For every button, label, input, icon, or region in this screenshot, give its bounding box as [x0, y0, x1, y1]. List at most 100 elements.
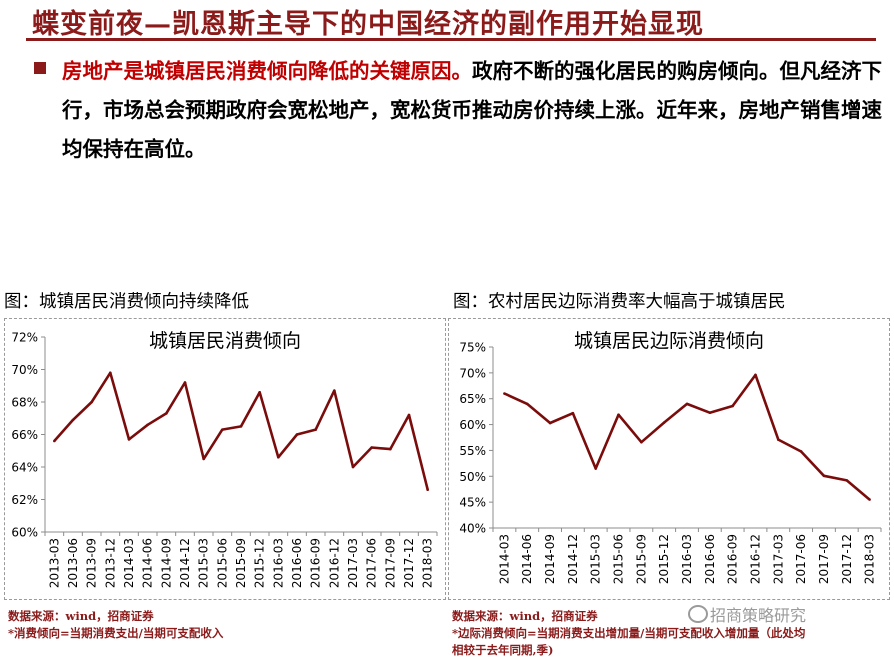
data-point [333, 389, 336, 392]
title-rule [26, 38, 876, 41]
data-point [822, 474, 826, 478]
data-point [221, 428, 224, 431]
x-tick-label: 2017-09 [383, 538, 397, 588]
data-point [708, 411, 712, 414]
x-tick-label: 2016-09 [726, 534, 740, 584]
data-point [239, 425, 243, 428]
y-tick-label: 70% [459, 366, 486, 380]
note-line: 数据来源：wind，招商证券 [8, 609, 154, 623]
data-point [295, 433, 299, 436]
data-point [370, 446, 373, 449]
data-point [314, 428, 317, 431]
source-note-right: 数据来源：wind，招商证券 *边际消费倾向=当期消费支出增加量/当期可支配收入… [452, 608, 805, 659]
body-paragraph: 房地产是城镇居民消费倾向降低的关键原因。政府不断的强化居民的购房倾向。但凡经济下… [62, 52, 882, 169]
y-tick-label: 40% [459, 522, 486, 536]
data-point [202, 457, 205, 461]
data-point [165, 412, 168, 415]
x-tick-label: 2016-12 [327, 538, 341, 588]
x-tick-label: 2017-12 [840, 534, 854, 584]
data-point [127, 438, 131, 441]
chart-marginal-propensity: 城镇居民边际消费倾向 40% 45% 50% 55% 60% 65% 70% 75% 2014-0… [459, 330, 882, 584]
y-tick-label: 68% [11, 396, 38, 410]
data-point [351, 465, 355, 469]
watermark: 招商策略研究 [710, 606, 807, 625]
y-tick-label: 64% [11, 461, 38, 475]
x-tick-label: 2014-03 [122, 538, 136, 588]
data-point [685, 402, 689, 406]
data-point [258, 390, 261, 394]
figure-caption-right: 图：农村居民边际消费率大幅高于城镇居民 [453, 292, 786, 312]
x-tick-label: 2013-12 [103, 538, 117, 588]
x-tick-label: 2016-06 [290, 538, 304, 588]
x-tick-label: 2014-06 [520, 534, 534, 584]
data-point [407, 413, 411, 417]
data-point [731, 404, 734, 408]
data-point [868, 498, 871, 501]
source-note-left: 数据来源：wind，招商证券 *消费倾向=当期消费支出/当期可支配收入 [8, 608, 223, 642]
x-tick-label: 2015-03 [589, 534, 603, 584]
x-tick-label: 2016-06 [703, 534, 717, 584]
chart-urban-propensity: 城镇居民消费倾向 60% 62% 64% 66% 68% 70% 72% 2013-03 2013… [11, 330, 438, 588]
x-tick-label: 2013-03 [47, 538, 61, 588]
data-point [71, 418, 75, 422]
note-line: 数据来源：wind，招商证券 [452, 609, 598, 623]
data-point [277, 455, 280, 459]
data-point [662, 421, 666, 424]
chart-panel-right: 城镇居民边际消费倾向 40% 45% 50% 55% 60% 65% 70% 75% 2014-0… [448, 318, 890, 600]
x-tick-label: 2014-12 [566, 534, 580, 584]
x-tick-label: 2016-03 [271, 538, 285, 588]
x-tick-label: 2017-06 [794, 534, 808, 584]
data-point [845, 479, 849, 482]
body-text: 政府不断的强化居民的购房倾向。但凡经济下行，市场总会预期政府会宽松地产，宽松货币… [62, 59, 882, 161]
x-tick-label: 2018-03 [421, 538, 435, 588]
y-tick-label: 55% [459, 444, 486, 458]
x-tick-label: 2013-09 [85, 538, 99, 588]
series-line [503, 373, 871, 501]
data-point [594, 467, 598, 470]
x-tick-label: 2017-03 [771, 534, 785, 584]
y-tick-label: 60% [459, 418, 486, 432]
body-highlight: 房地产是城镇居民消费倾向降低的关键原因。 [62, 59, 472, 83]
page-title: 蝶变前夜—凯恩斯主导下的中国经济的副作用开始显现 [32, 9, 704, 40]
data-point [571, 411, 575, 415]
y-tick-label: 75% [459, 341, 486, 355]
x-tick-label: 2016-12 [748, 534, 762, 584]
x-tick-label: 2016-03 [680, 534, 694, 584]
y-tick-label: 66% [11, 428, 38, 442]
wechat-icon [688, 605, 708, 623]
x-tick-label: 2015-06 [612, 534, 626, 584]
data-point [389, 447, 392, 451]
x-tick-label: 2015-12 [657, 534, 671, 584]
data-point [617, 413, 620, 417]
data-point [754, 373, 757, 377]
y-tick-label: 45% [459, 496, 486, 510]
data-point [799, 450, 803, 453]
y-tick-label: 62% [11, 493, 38, 507]
note-line: 相较于去年同期,季) [452, 643, 554, 657]
x-tick-label: 2014-09 [159, 538, 173, 588]
x-tick-label: 2015-12 [253, 538, 267, 588]
data-point [183, 381, 187, 384]
figure-caption-left: 图：城镇居民消费倾向持续降低 [4, 292, 249, 312]
chart-panel-left: 城镇居民消费倾向 60% 62% 64% 66% 68% 70% 72% 2013-03 2013… [4, 318, 446, 600]
x-tick-label: 2014-06 [141, 538, 155, 588]
x-tick-label: 2014-09 [543, 534, 557, 584]
x-tick-label: 2017-06 [365, 538, 379, 588]
data-point [426, 488, 429, 492]
note-line: *边际消费倾向=当期消费支出增加量/当期可支配收入增加量（此处均 [452, 626, 806, 640]
data-point [109, 371, 112, 375]
bullet-square [34, 62, 46, 74]
note-line: *消费倾向=当期消费支出/当期可支配收入 [8, 626, 224, 640]
data-point [503, 392, 506, 395]
data-point [776, 438, 780, 441]
data-point [640, 440, 643, 444]
x-tick-label: 2015-09 [234, 538, 248, 588]
chart-title: 城镇居民边际消费倾向 [574, 330, 764, 352]
y-tick-label: 50% [459, 470, 486, 484]
chart-title: 城镇居民消费倾向 [149, 330, 301, 352]
y-tick-label: 70% [11, 363, 38, 377]
data-point [146, 423, 149, 427]
data-point [548, 421, 552, 425]
x-tick-label: 2015-09 [634, 534, 648, 584]
y-tick-label: 65% [459, 392, 486, 406]
